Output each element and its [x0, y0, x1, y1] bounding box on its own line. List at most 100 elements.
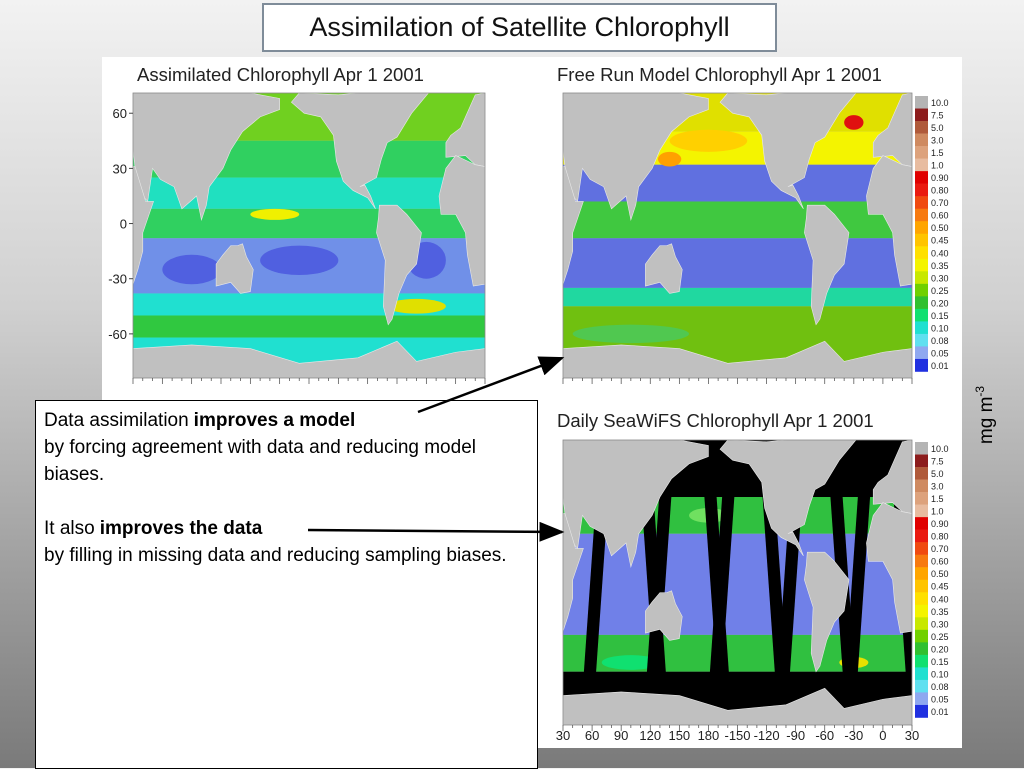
- colorbar-label: 0.60: [931, 211, 949, 221]
- colorbar-cell: [915, 617, 928, 631]
- colorbar-cell: [915, 642, 928, 656]
- colorbar-cell: [915, 654, 928, 668]
- land: [563, 687, 912, 725]
- colorbar-label: 0.20: [931, 298, 949, 308]
- colorbar-label: 10.0: [931, 444, 949, 454]
- colorbar-label: 3.0: [931, 136, 944, 146]
- longitude-label: -30: [844, 728, 863, 743]
- colorbar-cell: [915, 604, 928, 618]
- colorbar-cell: [915, 258, 928, 272]
- colorbar-cell: [915, 554, 928, 568]
- ocean-band: [563, 201, 912, 239]
- colorbar-cell: [915, 96, 928, 109]
- colorbar-cell: [915, 233, 928, 247]
- colorbar-cell: [915, 333, 928, 347]
- map: [563, 93, 912, 378]
- ocean-feature: [260, 245, 339, 276]
- colorbar-label: 0.30: [931, 273, 949, 283]
- colorbar-cell: [915, 296, 928, 310]
- colorbar-label: 0.15: [931, 311, 949, 321]
- ocean-feature: [844, 115, 864, 130]
- data-gap: [580, 497, 609, 725]
- longitude-label: 180: [698, 728, 720, 743]
- colorbar-label: 1.0: [931, 161, 944, 171]
- colorbar-label: 0.25: [931, 286, 949, 296]
- land: [872, 93, 912, 167]
- ocean-band: [133, 315, 485, 338]
- colorbar-cell: [915, 592, 928, 606]
- colorbar-label: 0.80: [931, 186, 949, 196]
- ocean-band: [563, 287, 912, 307]
- land: [215, 243, 254, 294]
- colorbar-label: 5.0: [931, 469, 944, 479]
- ocean-band: [133, 208, 485, 239]
- land: [719, 93, 857, 210]
- colorbar-label: 0.45: [931, 582, 949, 592]
- colorbar-cell: [915, 271, 928, 285]
- map: [563, 440, 912, 725]
- land: [376, 204, 422, 326]
- colorbar-cell: [915, 183, 928, 197]
- colorbar-cell: [915, 667, 928, 681]
- land: [133, 93, 280, 222]
- land: [804, 204, 850, 326]
- data-gap: [708, 460, 737, 691]
- longitude-label: -90: [786, 728, 805, 743]
- land: [872, 440, 912, 514]
- land: [133, 166, 154, 285]
- colorbar-label: 0.01: [931, 361, 949, 371]
- colorbar-cell: [915, 692, 928, 706]
- colorbar-cell: [915, 467, 928, 480]
- colorbar-cell: [915, 171, 928, 184]
- paragraph: It also improves the data by filling in mi…: [44, 515, 529, 569]
- text: Data assimilation: [44, 410, 189, 431]
- paragraph: Data assimilation improves a model by forc…: [44, 407, 529, 488]
- colorbar-label: 0.25: [931, 632, 949, 642]
- colorbar-label: 0.80: [931, 532, 949, 542]
- colorbar-label: 10.0: [931, 98, 949, 108]
- longitude-label: 30: [556, 728, 570, 743]
- colorbar-label: 3.0: [931, 482, 944, 492]
- longitude-label: 150: [668, 728, 690, 743]
- colorbar-label: 0.50: [931, 223, 949, 233]
- colorbar-cell: [915, 346, 928, 360]
- longitude-label: -150: [724, 728, 750, 743]
- longitude-label: 120: [639, 728, 661, 743]
- colorbar-label: 0.40: [931, 594, 949, 604]
- latitude-label: 30: [113, 161, 127, 176]
- text: by forcing agreement with data and reduc…: [44, 437, 476, 485]
- colorbar-cell: [915, 133, 928, 147]
- data-gap: [843, 478, 872, 709]
- longitude-label: 90: [614, 728, 628, 743]
- colorbar-label: 0.01: [931, 707, 949, 717]
- ocean-feature: [601, 655, 660, 670]
- land: [866, 155, 912, 287]
- land: [563, 166, 584, 285]
- colorbar-label: 0.20: [931, 644, 949, 654]
- colorbar-label: 7.5: [931, 457, 944, 467]
- land: [866, 502, 912, 634]
- colorbar-label: 0.05: [931, 694, 949, 704]
- colorbar-cell: [915, 358, 928, 372]
- ocean-feature: [250, 208, 300, 220]
- colorbar-label: 1.5: [931, 148, 944, 158]
- colorbar-cell: [915, 579, 928, 593]
- latitude-label: -30: [108, 272, 127, 287]
- longitude-label: 60: [585, 728, 599, 743]
- colorbar-cell: [915, 504, 928, 518]
- longitude-label: -120: [754, 728, 780, 743]
- colorbar-label: 1.5: [931, 494, 944, 504]
- panel-title: Free Run Model Chlorophyll Apr 1 2001: [557, 64, 882, 85]
- map: [133, 93, 485, 378]
- colorbar-cell: [915, 679, 928, 693]
- land: [563, 93, 709, 222]
- emphasis: improves the data: [99, 518, 263, 539]
- longitude-label: 0: [879, 728, 886, 743]
- colorbar-cell: [915, 321, 928, 335]
- colorbar-label: 0.35: [931, 607, 949, 617]
- land: [645, 243, 683, 294]
- colorbar-label: 0.45: [931, 236, 949, 246]
- colorbar-label: 0.50: [931, 569, 949, 579]
